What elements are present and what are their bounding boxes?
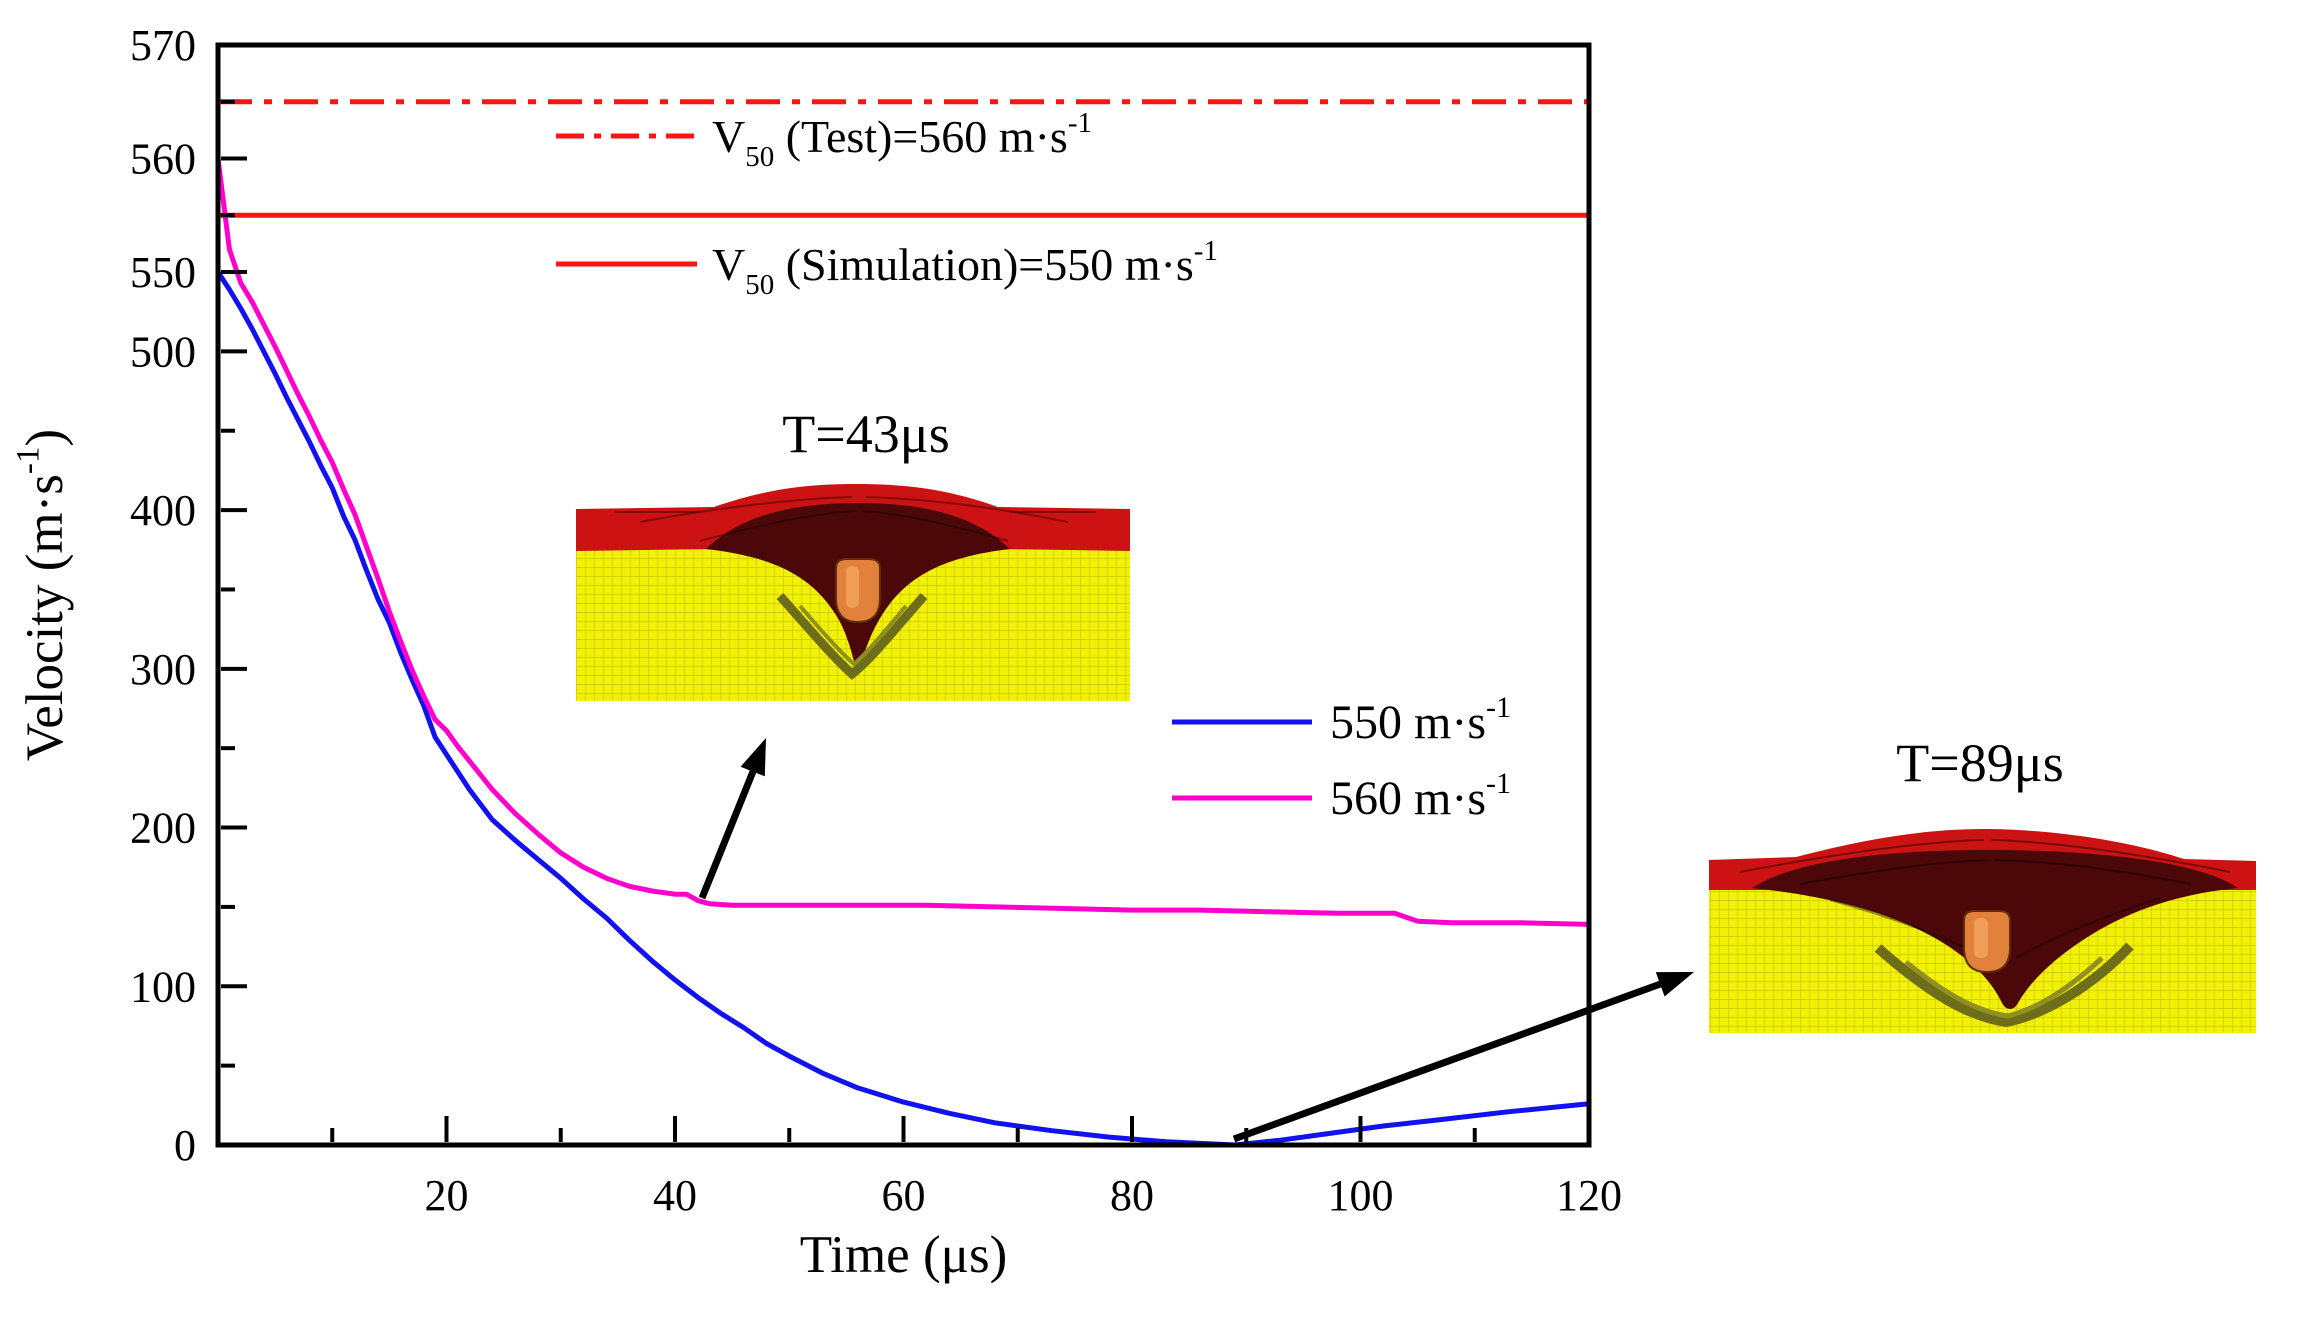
y-tick-label: 0: [174, 1121, 196, 1170]
inset89-mesh-streak: [1994, 859, 2191, 885]
inset89-title: T=89μs: [1896, 733, 2063, 793]
arrow-to-inset-43us: [698, 738, 766, 900]
inset89-projectile-highlight: [1974, 918, 1988, 958]
x-tick-label: 120: [1556, 1171, 1622, 1220]
y-tick-label: 400: [130, 486, 196, 535]
arrow-to-inset-89us: [1232, 972, 1694, 1143]
arrow-89-shaft: [1232, 978, 1668, 1143]
inset-snapshot-89us: [1709, 829, 2256, 1033]
v50-simulation-legend-label: V50 (Simulation)=550 m·s-1: [712, 235, 1218, 301]
y-tick-label: 500: [130, 327, 196, 376]
inset89-mesh-streak: [1989, 839, 2231, 873]
y-tick-label: 200: [130, 804, 196, 853]
inset89-mesh-streak: [1799, 859, 1991, 885]
arrow-43-shaft: [698, 767, 758, 900]
inset43-mesh-streak: [699, 510, 857, 542]
series-line-550: [215, 269, 1592, 1148]
arrow-89-head: [1655, 972, 1694, 997]
arrow-43-head: [740, 738, 766, 777]
inset43-crush-zone-inner: [798, 604, 908, 667]
inset43-title: T=43μs: [782, 404, 949, 464]
inset89-crush-zone-inner: [1904, 956, 2104, 1019]
y-tick-label: 570: [130, 21, 196, 70]
y-axis-title: Velocity (m·s-1): [11, 429, 74, 761]
inset43-mesh-streak: [865, 496, 1069, 523]
x-tick-label: 100: [1328, 1171, 1394, 1220]
x-tick-label: 80: [1110, 1171, 1154, 1220]
inset43-crush-zone: [776, 593, 928, 680]
x-tick-label: 20: [425, 1171, 469, 1220]
v50-test-legend-label: V50 (Test)=560 m·s-1: [712, 107, 1092, 173]
legend-label-550: 550 m·s-1: [1330, 691, 1511, 749]
y-tick-label: 100: [130, 962, 196, 1011]
x-tick-label: 40: [653, 1171, 697, 1220]
inset43-mesh-streak: [861, 510, 1009, 542]
x-axis-title: Time (μs): [800, 1226, 1008, 1284]
series-line-560: [215, 156, 1592, 927]
legend-label-560: 560 m·s-1: [1330, 767, 1511, 825]
inset89-mesh-streak: [1739, 839, 1985, 873]
inset-snapshot-43us: [576, 484, 1130, 701]
inset89-crush-zone: [1874, 942, 2134, 1028]
x-tick-label: 60: [882, 1171, 926, 1220]
inset43-mesh-streak: [639, 496, 853, 523]
inset43-projectile-highlight: [846, 566, 859, 608]
y-tick-label: 300: [130, 645, 196, 694]
inset89-mesh-streak: [2015, 897, 2161, 959]
y-tick-label: 550: [130, 248, 196, 297]
y-tick-label: 560: [130, 135, 196, 184]
axes-frame: [215, 42, 1592, 1148]
